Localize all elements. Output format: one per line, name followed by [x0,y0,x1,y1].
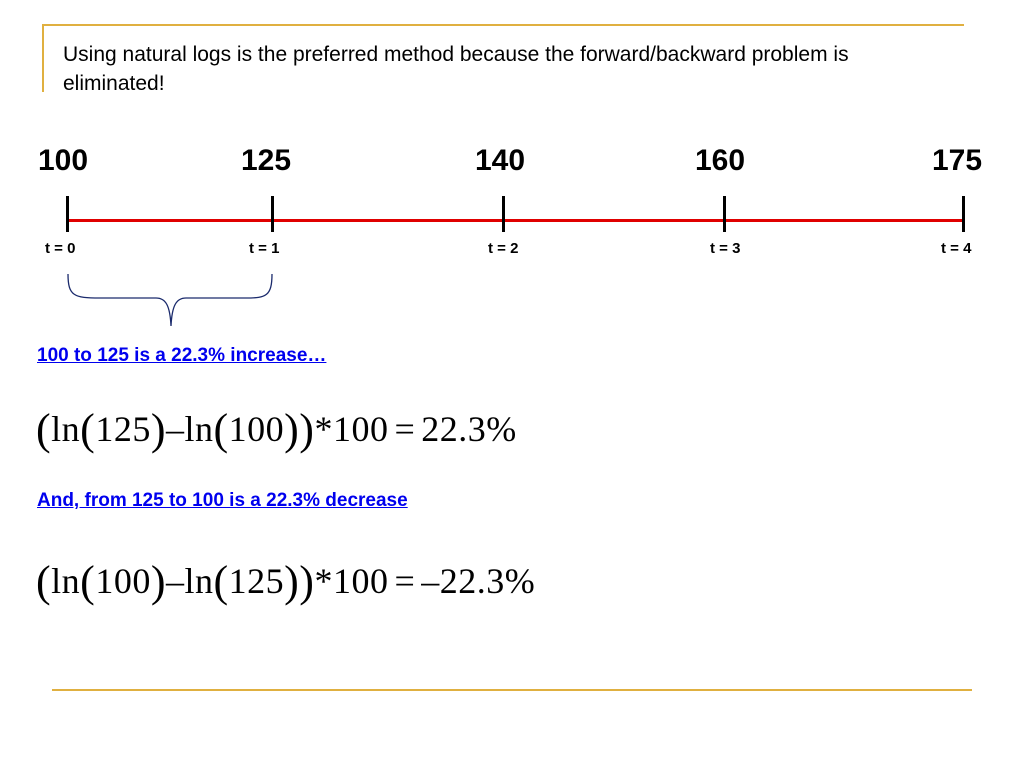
value-label: 175 [932,144,983,177]
time-label: t = 1 [249,240,280,257]
time-label: t = 4 [941,240,972,257]
tick-mark [271,196,274,232]
decrease-statement: And, from 125 to 100 is a 22.3% decrease [37,490,408,511]
multiplier: *100 [314,561,389,601]
result: –22.3% [421,561,536,601]
timeline-axis [66,219,964,222]
ln-function: ln [51,409,81,449]
tick-mark [962,196,965,232]
time-label: t = 2 [488,240,519,257]
paren: ) [150,405,166,454]
top-rule [42,24,964,26]
operand: 125 [228,561,285,601]
bottom-rule [52,689,972,691]
interval-brace [67,273,273,327]
equation-increase: (ln(125)–ln(100))*100 = 22.3% [36,404,517,455]
equals-sign: = [394,561,416,601]
equation-decrease: (ln(100)–ln(125))*100 = –22.3% [36,556,535,607]
increase-statement: 100 to 125 is a 22.3% increase… [37,345,327,366]
time-label: t = 0 [45,240,76,257]
value-label: 160 [695,144,746,177]
paren: ( [213,405,229,454]
operand: 125 [95,409,151,449]
equals-sign: = [394,409,416,449]
minus-sign: – [165,409,185,449]
value-label: 125 [241,144,292,177]
paren: ( [36,557,52,606]
tick-mark [502,196,505,232]
paren: )) [284,557,315,606]
value-label: 100 [38,144,89,177]
multiplier: *100 [314,409,389,449]
result: 22.3% [421,409,517,449]
paren: )) [284,405,315,454]
paren: ( [80,557,96,606]
paren: ( [80,405,96,454]
ln-function: ln [184,409,214,449]
time-label: t = 3 [710,240,741,257]
minus-sign: – [165,561,185,601]
paren: ( [36,405,52,454]
operand: 100 [228,409,285,449]
tick-mark [723,196,726,232]
operand: 100 [95,561,151,601]
paren: ) [150,557,166,606]
intro-text: Using natural logs is the preferred meth… [63,43,849,95]
left-rule [42,24,44,92]
ln-function: ln [184,561,214,601]
tick-mark [66,196,69,232]
ln-function: ln [51,561,81,601]
paren: ( [213,557,229,606]
value-label: 140 [475,144,526,177]
